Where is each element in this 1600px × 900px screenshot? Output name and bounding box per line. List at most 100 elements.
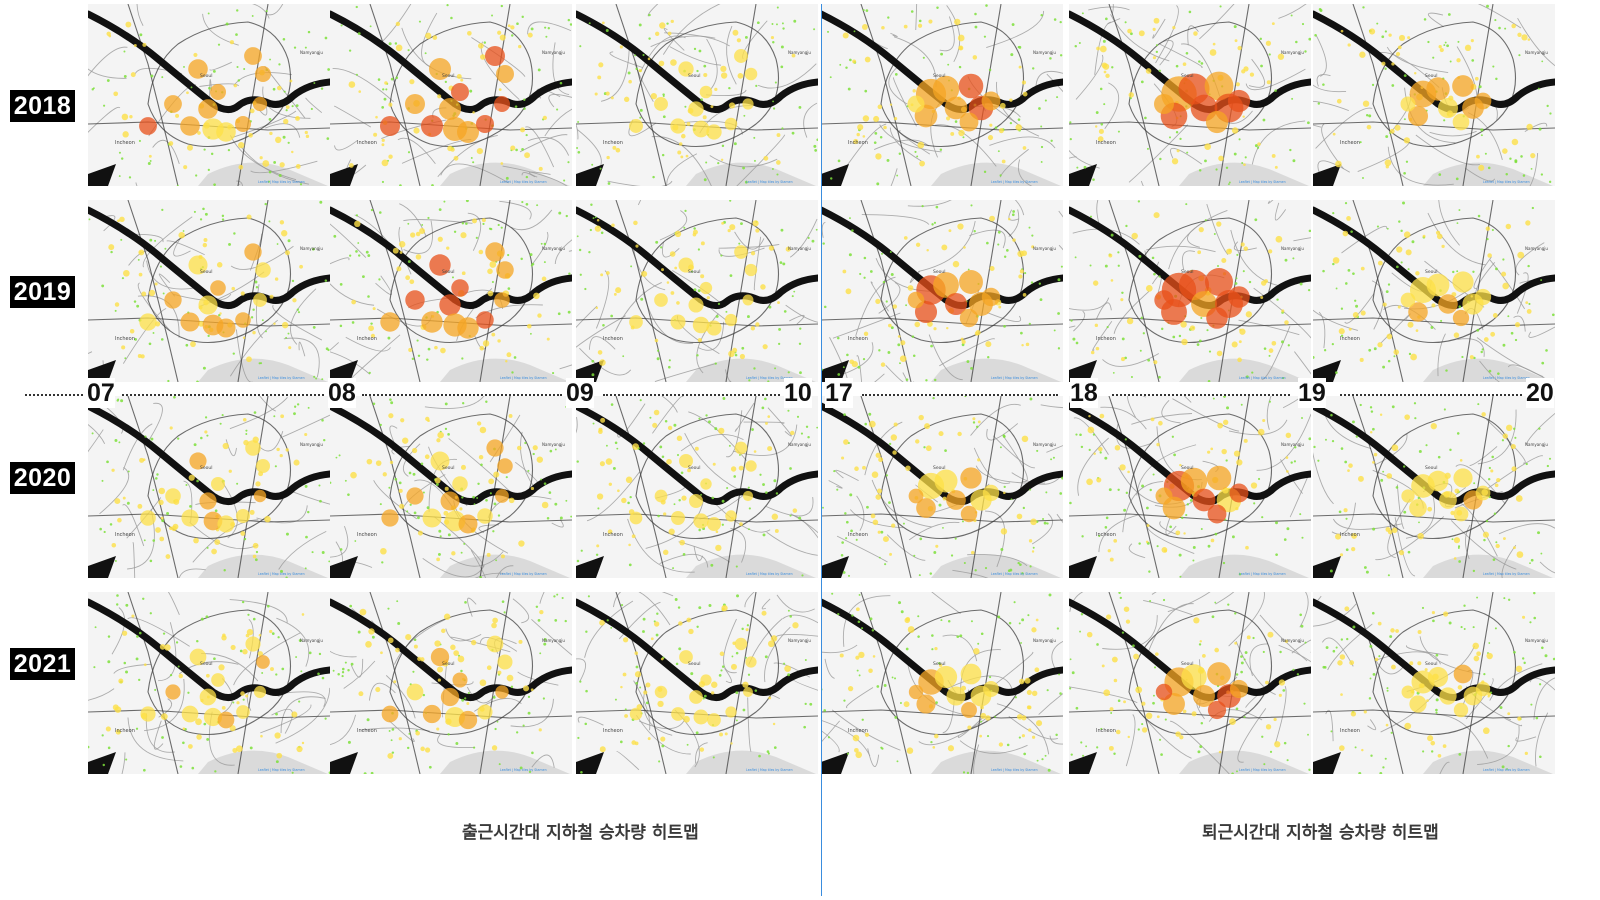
station-dot — [480, 463, 483, 467]
station-dot — [902, 522, 905, 525]
road-line — [1008, 715, 1058, 740]
station-dot — [204, 212, 208, 216]
heatmap-tile: Incheon Seoul Namyangju Leaflet | Map tiles… — [576, 592, 818, 774]
heat-point — [1181, 338, 1188, 346]
map-label-east: Namyangju — [1033, 638, 1056, 643]
road-line — [1507, 364, 1552, 382]
heat-point — [750, 326, 756, 331]
station-dot — [589, 228, 592, 232]
station-dot — [1418, 449, 1422, 453]
heat-point — [1231, 341, 1238, 348]
station-dot — [1069, 687, 1072, 690]
station-dot — [438, 208, 442, 211]
terrain-area — [440, 358, 570, 382]
station-dot — [1522, 174, 1526, 177]
heat-blob — [1181, 664, 1207, 690]
station-dot — [1088, 448, 1091, 451]
map-attribution: Leaflet | Map tiles by Stamen — [746, 572, 793, 576]
heat-point — [456, 74, 462, 79]
station-dot — [1506, 768, 1508, 771]
station-dot — [629, 495, 632, 499]
heat-point — [466, 702, 470, 705]
station-dot — [324, 717, 327, 720]
station-dot — [208, 86, 211, 90]
road-line — [1187, 25, 1199, 46]
heat-point — [960, 337, 964, 341]
station-dot — [273, 415, 276, 418]
heat-point — [279, 220, 285, 225]
station-dot — [1282, 377, 1285, 380]
road-line — [132, 542, 136, 578]
heat-point — [1222, 419, 1229, 425]
station-dot — [639, 399, 642, 402]
subway-line — [1372, 609, 1517, 735]
station-dot — [1038, 282, 1041, 285]
road-line — [276, 617, 310, 667]
heat-point — [211, 548, 217, 555]
heat-point — [510, 25, 515, 30]
heat-point — [393, 680, 397, 684]
map-label-city: Incheon — [848, 532, 868, 538]
map-label-east: Namyangju — [542, 638, 565, 643]
heat-point — [1243, 66, 1249, 72]
map-label-center: Seoul — [688, 73, 700, 79]
station-dot — [967, 268, 970, 271]
heat-point — [1128, 92, 1134, 98]
heat-point — [635, 244, 639, 248]
station-dot — [684, 105, 687, 108]
station-dot — [1398, 220, 1401, 223]
heat-point — [841, 456, 845, 460]
station-dot — [1151, 256, 1155, 260]
heat-point — [1285, 456, 1289, 459]
map-label-city: Incheon — [115, 336, 135, 342]
heat-point — [434, 345, 438, 350]
station-dot — [1332, 262, 1335, 266]
station-dot — [1472, 626, 1475, 629]
heat-point — [1094, 125, 1098, 128]
station-dot — [720, 254, 723, 257]
station-dot — [1053, 329, 1056, 332]
road-line — [1332, 518, 1402, 530]
heat-point — [434, 640, 441, 647]
station-dot — [253, 411, 257, 414]
station-dot — [1537, 87, 1540, 90]
station-dot — [620, 740, 623, 744]
heat-point — [752, 220, 759, 227]
station-dot — [1443, 44, 1446, 47]
road-line — [1046, 445, 1063, 453]
station-dot — [1422, 750, 1425, 753]
heat-point — [182, 727, 186, 731]
station-dot — [1286, 527, 1290, 531]
station-dot — [1039, 298, 1043, 302]
station-dot — [1529, 621, 1532, 624]
heat-point — [670, 291, 675, 295]
map-label-center: Seoul — [933, 73, 945, 79]
heat-blob — [908, 488, 924, 504]
subway-line — [369, 396, 421, 578]
heat-point — [868, 668, 873, 674]
station-dot — [232, 352, 235, 355]
heat-point — [1521, 34, 1528, 41]
heat-blob — [199, 492, 217, 510]
station-dot — [196, 479, 199, 483]
road-line — [1035, 70, 1063, 91]
heat-point — [1141, 701, 1146, 706]
heat-point — [270, 667, 274, 672]
heat-point — [1025, 342, 1030, 347]
station-dot — [1076, 166, 1079, 169]
station-dot — [918, 19, 922, 23]
station-dot — [162, 292, 165, 295]
station-dot — [1263, 763, 1266, 766]
station-dot — [390, 401, 394, 405]
station-dot — [1387, 574, 1390, 577]
station-dot — [1313, 355, 1315, 359]
map-attribution: Leaflet | Map tiles by Stamen — [258, 376, 305, 380]
heat-blob — [256, 655, 270, 669]
station-dot — [1020, 331, 1023, 335]
heat-point — [1153, 17, 1160, 24]
heat-point — [702, 115, 707, 120]
heat-point — [368, 325, 374, 332]
station-dot — [527, 695, 531, 698]
heat-point — [907, 626, 915, 633]
heat-point — [1102, 63, 1110, 70]
